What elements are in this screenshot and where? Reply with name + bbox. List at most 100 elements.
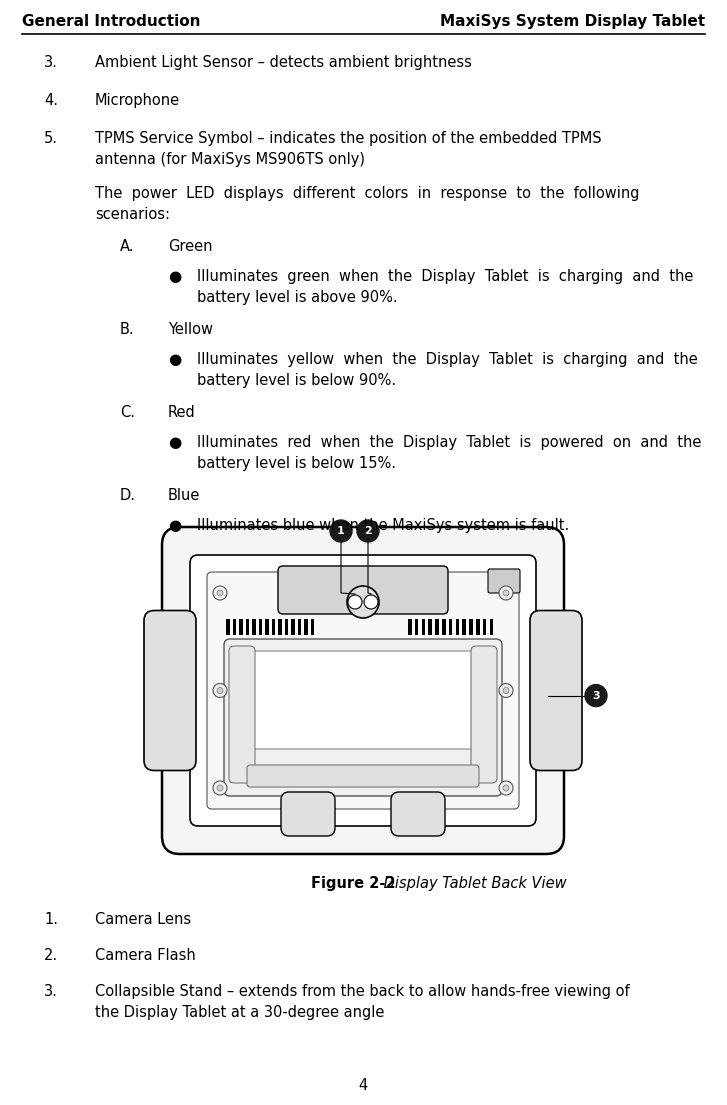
Text: 4.: 4. [44, 93, 58, 108]
Text: 3.: 3. [44, 55, 58, 70]
FancyBboxPatch shape [391, 792, 445, 836]
Bar [271, 619, 275, 635]
Text: battery level is above 90%.: battery level is above 90%. [197, 290, 398, 305]
Text: B.: B. [120, 322, 134, 337]
Bar [291, 619, 294, 635]
Bar [435, 619, 438, 635]
Circle shape [217, 590, 223, 596]
Bar [489, 619, 493, 635]
Bar [284, 619, 288, 635]
Circle shape [503, 687, 509, 694]
FancyBboxPatch shape [229, 646, 255, 783]
Circle shape [213, 684, 227, 697]
Bar [278, 619, 281, 635]
Text: 2.: 2. [44, 948, 58, 962]
Circle shape [348, 594, 362, 609]
Text: General Introduction: General Introduction [22, 14, 201, 29]
Text: ●: ● [168, 435, 181, 450]
Circle shape [499, 781, 513, 794]
Text: C.: C. [120, 406, 135, 420]
Text: Figure 2-2: Figure 2-2 [311, 876, 395, 891]
Text: Illuminates blue when the MaxiSys system is fault.: Illuminates blue when the MaxiSys system… [197, 518, 569, 533]
Text: Blue: Blue [168, 488, 201, 503]
Text: Illuminates  green  when  the  Display  Tablet  is  charging  and  the: Illuminates green when the Display Table… [197, 269, 694, 284]
FancyBboxPatch shape [162, 527, 564, 854]
FancyBboxPatch shape [471, 646, 497, 783]
Text: Collapsible Stand – extends from the back to allow hands-free viewing of: Collapsible Stand – extends from the bac… [95, 983, 630, 999]
Text: Camera Flash: Camera Flash [95, 948, 196, 962]
Text: Microphone: Microphone [95, 93, 180, 108]
Text: ●: ● [168, 518, 181, 533]
Text: Illuminates  red  when  the  Display  Tablet  is  powered  on  and  the: Illuminates red when the Display Tablet … [197, 435, 702, 450]
Text: scenarios:: scenarios: [95, 207, 170, 222]
Text: Yellow: Yellow [168, 322, 213, 337]
Bar [233, 619, 236, 635]
Text: Display Tablet Back View: Display Tablet Back View [379, 876, 566, 891]
Text: MaxiSys System Display Tablet: MaxiSys System Display Tablet [440, 14, 705, 29]
FancyBboxPatch shape [488, 569, 520, 593]
Text: The  power  LED  displays  different  colors  in  response  to  the  following: The power LED displays different colors … [95, 186, 640, 201]
Text: ●: ● [168, 352, 181, 367]
Text: TPMS Service Symbol – indicates the position of the embedded TPMS: TPMS Service Symbol – indicates the posi… [95, 131, 602, 146]
Text: Red: Red [168, 406, 196, 420]
Text: A.: A. [120, 239, 134, 254]
Text: 5.: 5. [44, 131, 58, 146]
Circle shape [213, 781, 227, 794]
FancyBboxPatch shape [207, 572, 519, 809]
Bar [226, 619, 230, 635]
Circle shape [503, 590, 509, 596]
Bar [476, 619, 480, 635]
Bar [449, 619, 452, 635]
FancyBboxPatch shape [144, 610, 196, 770]
Bar [246, 619, 249, 635]
Circle shape [213, 586, 227, 600]
Text: Green: Green [168, 239, 212, 254]
Bar [442, 619, 446, 635]
Circle shape [503, 785, 509, 791]
Text: Illuminates  yellow  when  the  Display  Tablet  is  charging  and  the: Illuminates yellow when the Display Tabl… [197, 352, 698, 367]
FancyBboxPatch shape [530, 610, 582, 770]
Text: the Display Tablet at a 30-degree angle: the Display Tablet at a 30-degree angle [95, 1006, 385, 1020]
Circle shape [499, 586, 513, 600]
Circle shape [357, 520, 379, 541]
Text: Camera Lens: Camera Lens [95, 912, 191, 927]
Bar [462, 619, 466, 635]
Circle shape [217, 687, 223, 694]
FancyBboxPatch shape [278, 566, 448, 614]
Text: ●: ● [168, 269, 181, 284]
Bar [265, 619, 268, 635]
FancyBboxPatch shape [247, 765, 479, 787]
Circle shape [585, 685, 607, 706]
Text: battery level is below 15%.: battery level is below 15%. [197, 456, 396, 471]
Circle shape [330, 520, 352, 541]
FancyBboxPatch shape [281, 792, 335, 836]
Circle shape [364, 594, 378, 609]
Bar [483, 619, 486, 635]
Bar [310, 619, 314, 635]
Bar [415, 619, 418, 635]
Circle shape [499, 684, 513, 697]
Bar [469, 619, 473, 635]
Text: 3: 3 [593, 691, 600, 701]
Text: Ambient Light Sensor – detects ambient brightness: Ambient Light Sensor – detects ambient b… [95, 55, 472, 70]
Bar [252, 619, 255, 635]
Circle shape [347, 586, 379, 618]
Text: 4: 4 [358, 1078, 368, 1093]
Text: D.: D. [120, 488, 136, 503]
FancyBboxPatch shape [190, 555, 536, 827]
Bar [259, 619, 262, 635]
Bar [428, 619, 432, 635]
FancyBboxPatch shape [244, 651, 482, 749]
Bar [422, 619, 425, 635]
Bar [456, 619, 459, 635]
Text: battery level is below 90%.: battery level is below 90%. [197, 373, 396, 388]
Text: 2: 2 [364, 526, 372, 536]
Text: 1.: 1. [44, 912, 58, 927]
FancyBboxPatch shape [224, 639, 502, 796]
Circle shape [217, 785, 223, 791]
Bar [297, 619, 301, 635]
Bar [304, 619, 308, 635]
Text: 1: 1 [337, 526, 345, 536]
Text: 3.: 3. [44, 983, 58, 999]
Bar [239, 619, 243, 635]
